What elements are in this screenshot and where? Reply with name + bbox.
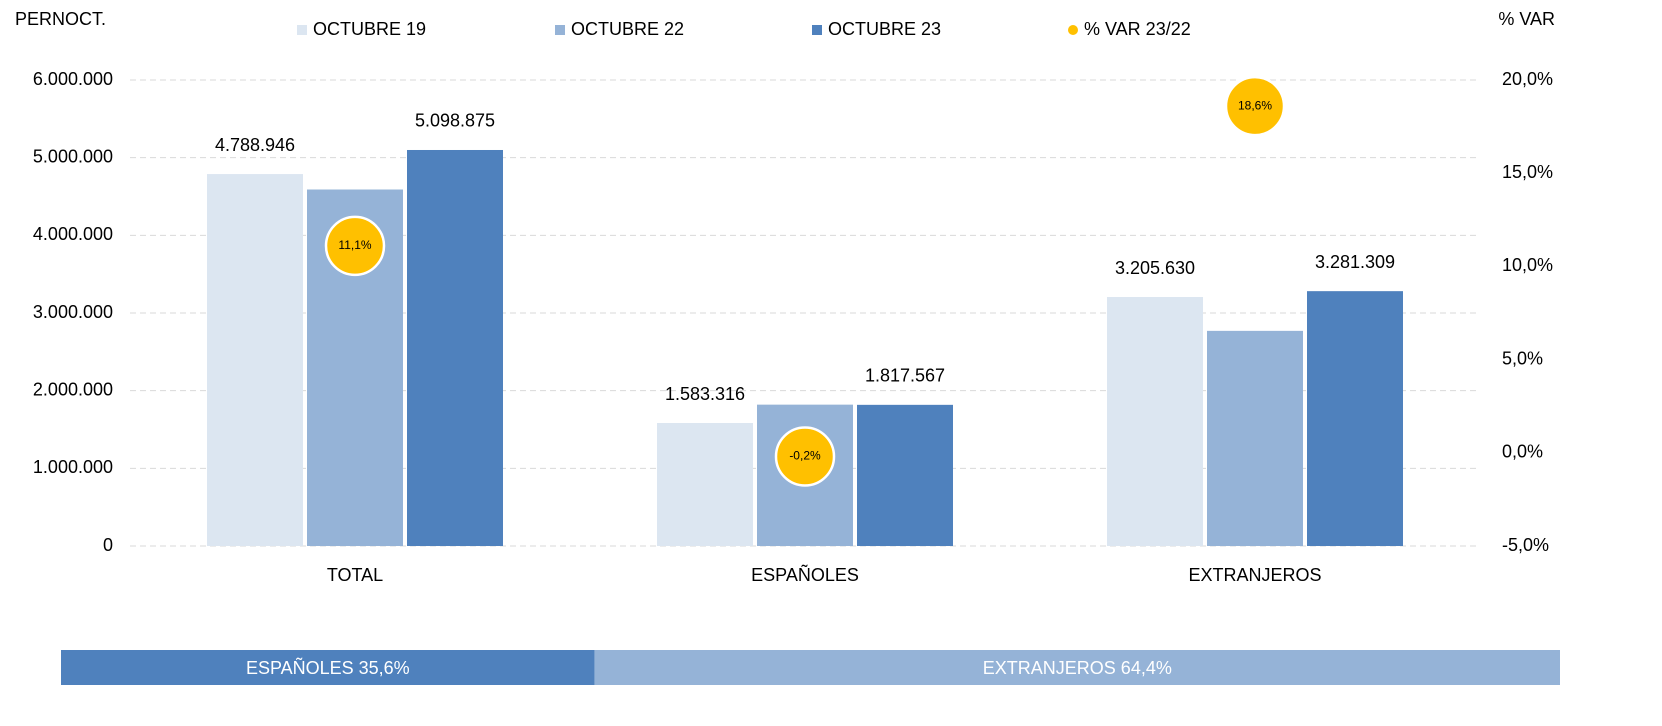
x-tick-label: TOTAL: [327, 565, 383, 585]
legend-label: % VAR 23/22: [1084, 19, 1191, 39]
legend-marker: [1068, 25, 1078, 35]
y2-tick-label: 10,0%: [1502, 255, 1553, 275]
y2-tick-label: 20,0%: [1502, 69, 1553, 89]
x-tick-label: EXTRANJEROS: [1188, 565, 1321, 585]
bar-value-label: 5.098.875: [415, 111, 495, 131]
y2-tick-label: 0,0%: [1502, 442, 1543, 462]
y2-tick-label: -5,0%: [1502, 535, 1549, 555]
share-label: EXTRANJEROS 64,4%: [983, 658, 1172, 678]
y-axis-title: PERNOCT.: [15, 9, 106, 29]
bar-value-label: 4.788.946: [215, 135, 295, 155]
bar: [1307, 291, 1403, 546]
legend-label: OCTUBRE 19: [313, 19, 426, 39]
share-segment: [594, 650, 1560, 685]
bar: [857, 404, 953, 546]
var-marker: [774, 426, 836, 487]
var-marker: [324, 215, 386, 277]
bar-value-label: 3.205.630: [1115, 258, 1195, 278]
legend-marker: [297, 25, 307, 35]
legend-label: OCTUBRE 23: [828, 19, 941, 39]
y-tick-label: 0: [103, 535, 113, 555]
y-tick-label: 5.000.000: [33, 146, 113, 166]
y2-tick-label: 5,0%: [1502, 348, 1543, 368]
y-tick-label: 2.000.000: [33, 379, 113, 399]
y2-tick-label: 15,0%: [1502, 162, 1553, 182]
y-tick-label: 3.000.000: [33, 302, 113, 322]
y-tick-label: 4.000.000: [33, 224, 113, 244]
var-label: 11,1%: [338, 238, 371, 252]
bar-value-label: 1.583.316: [665, 384, 745, 404]
bar-value-label: 3.281.309: [1315, 252, 1395, 272]
y-tick-label: 6.000.000: [33, 69, 113, 89]
var-marker: [1224, 75, 1286, 137]
bar: [407, 149, 503, 547]
share-label: ESPAÑOLES 35,6%: [246, 657, 410, 678]
bar: [207, 174, 303, 546]
y-tick-label: 1.000.000: [33, 457, 113, 477]
bar: [1207, 330, 1303, 546]
var-label: 18,6%: [1238, 98, 1272, 112]
bar: [1107, 297, 1203, 546]
legend-label: OCTUBRE 22: [571, 19, 684, 39]
x-tick-label: ESPAÑOLES: [751, 564, 859, 585]
bar: [657, 423, 753, 546]
share-segment: [61, 650, 595, 685]
legend-marker: [812, 25, 822, 35]
y2-axis-title: % VAR: [1498, 9, 1555, 29]
legend-marker: [555, 25, 565, 35]
bar-value-label: 1.817.567: [865, 366, 945, 386]
var-label: -0,2%: [789, 449, 821, 463]
